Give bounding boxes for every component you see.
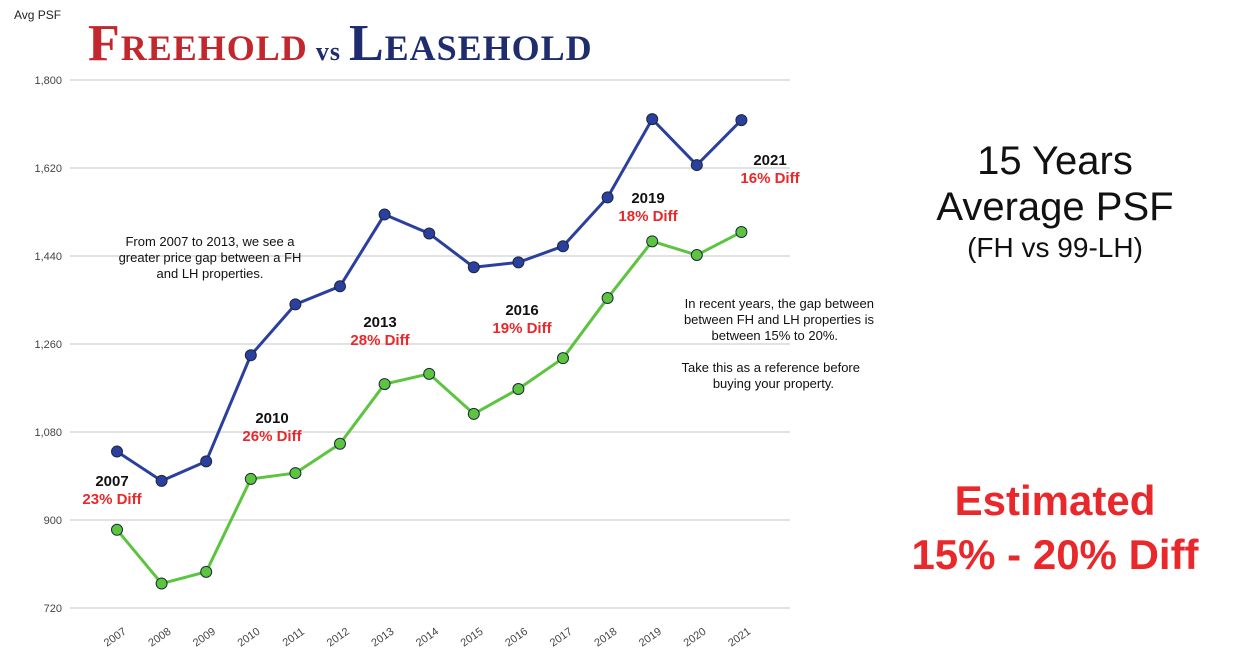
data-point bbox=[735, 114, 748, 127]
annotation-2021: 2021 16% Diff bbox=[740, 152, 800, 187]
data-point bbox=[512, 382, 525, 395]
y-tick-label: 900 bbox=[44, 515, 62, 527]
x-tick-label: 2013 bbox=[369, 626, 396, 650]
data-point bbox=[289, 467, 302, 480]
y-tick-label: 720 bbox=[44, 603, 62, 615]
side-heading-line3: (FH vs 99-LH) bbox=[967, 232, 1143, 263]
x-tick-label: 2019 bbox=[637, 626, 664, 650]
data-point bbox=[601, 191, 614, 204]
data-point bbox=[735, 226, 748, 239]
side-heading: 15 Years Average PSF (FH vs 99-LH) bbox=[890, 138, 1220, 266]
x-tick-label: 2020 bbox=[682, 626, 709, 650]
x-tick-label: 2016 bbox=[503, 626, 530, 650]
data-point bbox=[467, 407, 480, 420]
data-point bbox=[557, 240, 569, 253]
y-axis-title: Avg PSF bbox=[14, 8, 62, 22]
freehold-series bbox=[111, 113, 748, 487]
title-vs: vs bbox=[315, 37, 341, 66]
y-tick-label: 1,260 bbox=[34, 339, 62, 351]
x-tick-label: 2011 bbox=[281, 626, 307, 649]
data-point bbox=[423, 227, 436, 240]
gridlines bbox=[70, 79, 790, 609]
y-tick-label: 1,800 bbox=[34, 75, 62, 87]
annotation-2019: 2019 18% Diff bbox=[618, 190, 678, 225]
data-point bbox=[155, 577, 168, 590]
x-tick-label: 2021 bbox=[726, 626, 753, 650]
data-point bbox=[423, 367, 436, 380]
data-point bbox=[200, 565, 213, 578]
x-tick-label: 2012 bbox=[325, 626, 352, 650]
side-heading-line1: 15 Years bbox=[977, 139, 1133, 183]
data-point bbox=[111, 445, 123, 458]
data-point bbox=[155, 474, 168, 487]
x-tick-label: 2017 bbox=[548, 626, 575, 650]
data-point bbox=[244, 472, 257, 485]
note-early-years: From 2007 to 2013, we see a greater pric… bbox=[118, 234, 302, 281]
x-tick-label: 2010 bbox=[236, 626, 263, 650]
data-point bbox=[289, 298, 302, 311]
x-tick-label: 2009 bbox=[191, 626, 218, 650]
y-tick-label: 1,620 bbox=[34, 163, 62, 175]
data-point bbox=[690, 159, 703, 172]
x-tick-label: 2015 bbox=[459, 626, 486, 650]
annotation-2016: 2016 19% Diff bbox=[492, 302, 552, 337]
data-point bbox=[334, 437, 346, 450]
estimate-line1: Estimated bbox=[954, 477, 1156, 524]
data-point bbox=[200, 455, 213, 468]
data-point bbox=[467, 261, 480, 274]
estimate-line2: 15% - 20% Diff bbox=[911, 531, 1199, 578]
y-tick-label: 1,440 bbox=[34, 251, 62, 263]
annotation-2013: 2013 28% Diff bbox=[350, 314, 410, 349]
note-recent-years: In recent years, the gap between between… bbox=[681, 296, 875, 391]
data-point bbox=[601, 292, 614, 305]
data-point bbox=[378, 378, 391, 391]
data-point bbox=[111, 523, 123, 536]
data-point bbox=[557, 352, 569, 365]
line-chart: 720 900 1,080 1,260 1,440 1,620 1,800 2007 2008… bbox=[34, 75, 790, 650]
data-series bbox=[111, 113, 748, 590]
x-tick-label: 2007 bbox=[102, 626, 129, 650]
estimate-callout: Estimated 15% - 20% Diff bbox=[870, 474, 1235, 582]
data-point bbox=[512, 256, 525, 269]
y-tick-label: 1,080 bbox=[34, 427, 62, 439]
side-heading-line2: Average PSF bbox=[936, 185, 1174, 229]
y-axis-ticks: 720 900 1,080 1,260 1,440 1,620 1,800 bbox=[34, 75, 62, 615]
x-tick-label: 2014 bbox=[414, 626, 441, 650]
title-freehold: Freehold bbox=[88, 15, 308, 72]
x-axis-ticks: 2007 2008 2009 2010 2011 2012 2013 2014 2015 2016… bbox=[102, 626, 753, 650]
data-point bbox=[646, 113, 659, 126]
data-point bbox=[244, 349, 257, 362]
annotation-2010: 2010 26% Diff bbox=[242, 410, 302, 445]
annotation-2007: 2007 23% Diff bbox=[82, 473, 142, 508]
x-tick-label: 2018 bbox=[592, 626, 619, 650]
data-point bbox=[646, 235, 659, 248]
leasehold-series bbox=[111, 226, 748, 590]
x-tick-label: 2008 bbox=[146, 626, 173, 650]
data-point bbox=[378, 208, 391, 221]
data-point bbox=[690, 249, 703, 262]
title-leasehold: Leasehold bbox=[348, 15, 593, 72]
chart-title: Freehold vs Leasehold bbox=[88, 14, 593, 73]
data-point bbox=[334, 280, 346, 293]
